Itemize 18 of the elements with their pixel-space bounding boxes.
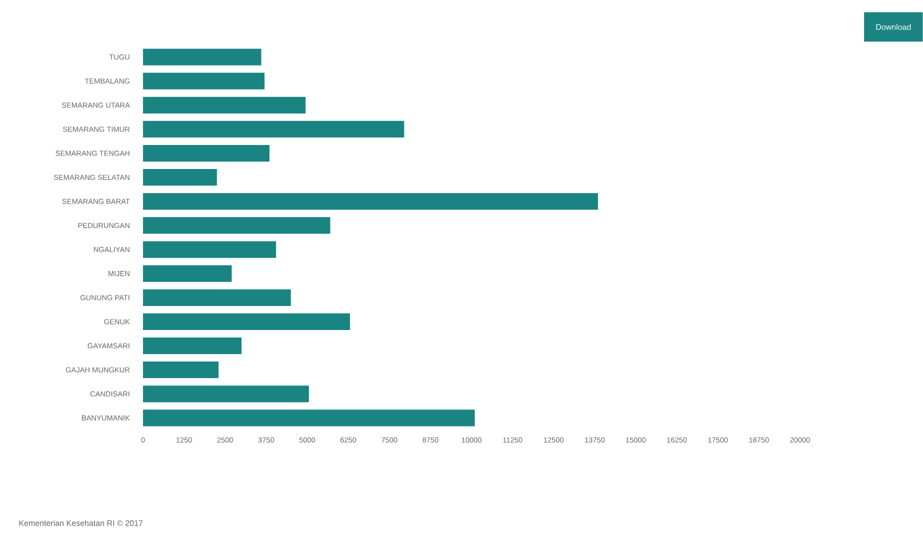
bar [143, 217, 330, 234]
bar [143, 289, 291, 306]
bar [143, 120, 404, 138]
text: Kementerian Kesehatan RI © 2017 [19, 520, 142, 526]
bar [143, 193, 598, 210]
text: Download [876, 24, 911, 30]
bar [143, 169, 217, 186]
bar [143, 265, 232, 282]
bar [143, 410, 475, 426]
bar [143, 48, 262, 66]
bar [143, 313, 350, 330]
bar [143, 386, 309, 402]
bar [143, 337, 242, 354]
bar [143, 72, 265, 90]
bar [143, 96, 306, 114]
bar [143, 144, 270, 162]
bar [143, 241, 276, 258]
bar [143, 362, 219, 378]
